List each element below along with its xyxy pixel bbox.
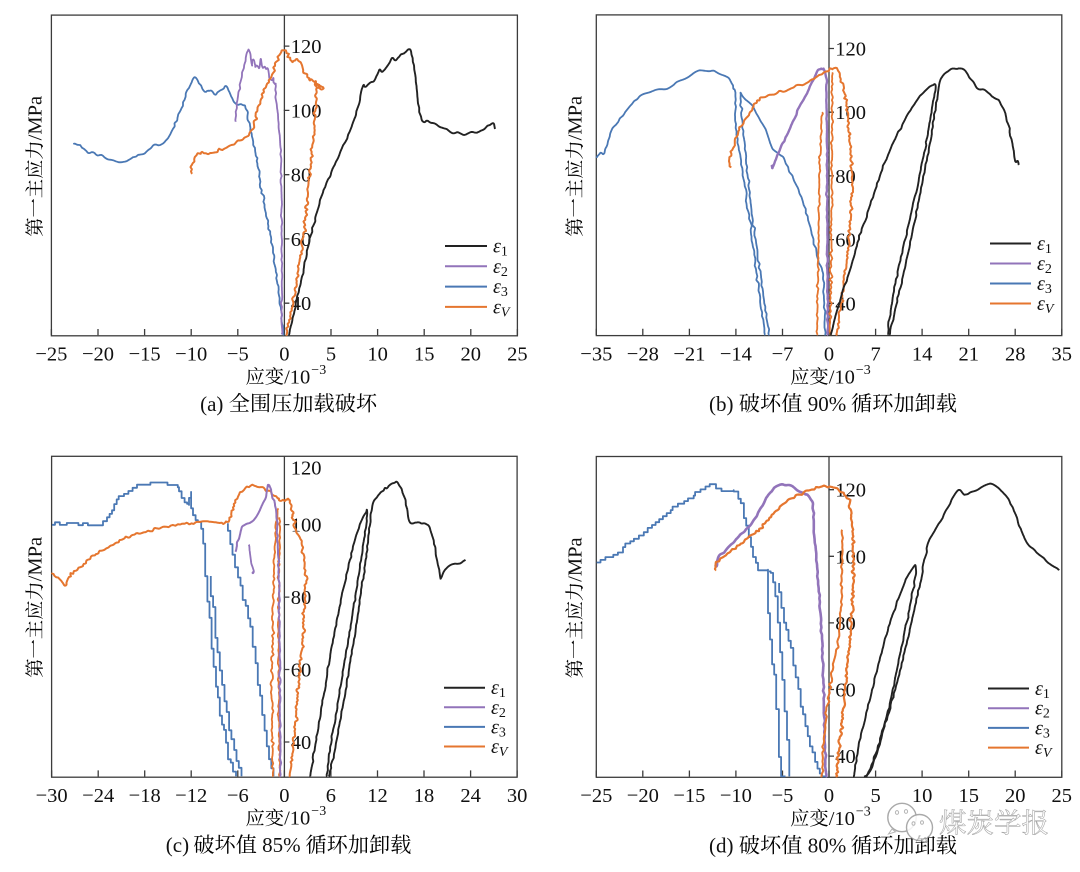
svg-text:15: 15	[958, 785, 979, 807]
svg-text:−6: −6	[227, 785, 249, 807]
svg-text:−24: −24	[82, 785, 114, 807]
svg-text:80: 80	[291, 165, 312, 187]
svg-text:21: 21	[958, 343, 979, 365]
svg-text:90%: 90%	[808, 392, 847, 416]
svg-text:100: 100	[291, 100, 322, 122]
svg-text:100: 100	[291, 515, 322, 537]
svg-text:28: 28	[1005, 343, 1026, 365]
svg-text:80: 80	[291, 587, 312, 609]
svg-text:85%: 85%	[262, 833, 301, 857]
svg-text:−28: −28	[627, 343, 659, 365]
svg-text:−10: −10	[720, 785, 752, 807]
svg-text:−15: −15	[129, 344, 161, 366]
svg-text:40: 40	[291, 732, 312, 754]
svg-text:40: 40	[835, 746, 856, 768]
svg-text:/MPa: /MPa	[565, 537, 587, 581]
svg-text:/MPa: /MPa	[565, 96, 587, 140]
svg-text:−7: −7	[772, 343, 794, 365]
svg-text:−3: −3	[311, 804, 326, 819]
svg-text:−35: −35	[580, 343, 612, 365]
svg-text:−20: −20	[627, 785, 659, 807]
svg-text:−12: −12	[175, 785, 207, 807]
svg-text:−15: −15	[673, 785, 705, 807]
svg-text:5: 5	[326, 344, 336, 366]
svg-text:7: 7	[870, 343, 880, 365]
svg-text:/10: /10	[284, 808, 310, 830]
svg-text:100: 100	[835, 546, 866, 568]
svg-text:−5: −5	[772, 785, 794, 807]
svg-text:60: 60	[835, 230, 856, 252]
svg-text:100: 100	[835, 102, 866, 124]
svg-text:−18: −18	[129, 785, 161, 807]
svg-text:30: 30	[507, 785, 528, 807]
svg-text:120: 120	[835, 39, 866, 61]
svg-text:(a): (a)	[200, 392, 223, 416]
svg-text:−3: −3	[856, 363, 871, 378]
svg-text:18: 18	[414, 785, 435, 807]
svg-text:0: 0	[824, 785, 834, 807]
svg-text:15: 15	[414, 344, 435, 366]
svg-text:−3: −3	[311, 363, 326, 378]
svg-text:6: 6	[326, 785, 336, 807]
svg-text:−5: −5	[227, 344, 249, 366]
svg-text:80%: 80%	[808, 834, 847, 858]
svg-text:25: 25	[1052, 785, 1073, 807]
svg-text:24: 24	[460, 785, 481, 807]
svg-text:(d): (d)	[709, 834, 734, 858]
svg-text:−30: −30	[36, 785, 68, 807]
svg-text:−20: −20	[82, 344, 114, 366]
svg-text:−10: −10	[175, 344, 207, 366]
svg-text:/MPa: /MPa	[25, 537, 47, 581]
svg-text:0: 0	[279, 344, 289, 366]
svg-text:10: 10	[912, 785, 933, 807]
svg-text:0: 0	[279, 785, 289, 807]
svg-text:120: 120	[291, 36, 322, 58]
svg-text:120: 120	[835, 480, 866, 502]
svg-text:−21: −21	[673, 343, 705, 365]
svg-text:−25: −25	[35, 344, 67, 366]
svg-text:10: 10	[367, 344, 388, 366]
svg-text:/MPa: /MPa	[25, 96, 47, 140]
svg-text:−14: −14	[720, 343, 752, 365]
svg-text:(c): (c)	[166, 833, 189, 857]
svg-text:20: 20	[1005, 785, 1026, 807]
svg-text:20: 20	[461, 344, 482, 366]
svg-text:0: 0	[824, 343, 834, 365]
svg-text:−3: −3	[856, 805, 871, 820]
svg-text:5: 5	[870, 785, 880, 807]
svg-text:120: 120	[291, 457, 322, 479]
svg-text:35: 35	[1052, 343, 1073, 365]
svg-text:25: 25	[507, 344, 528, 366]
svg-text:/10: /10	[829, 808, 855, 830]
svg-text:−25: −25	[580, 785, 612, 807]
svg-text:12: 12	[367, 785, 388, 807]
svg-text:80: 80	[835, 166, 856, 188]
svg-text:/10: /10	[829, 366, 855, 388]
svg-text:14: 14	[912, 343, 933, 365]
svg-text:(b): (b)	[709, 392, 734, 416]
svg-text:/10: /10	[284, 366, 310, 388]
